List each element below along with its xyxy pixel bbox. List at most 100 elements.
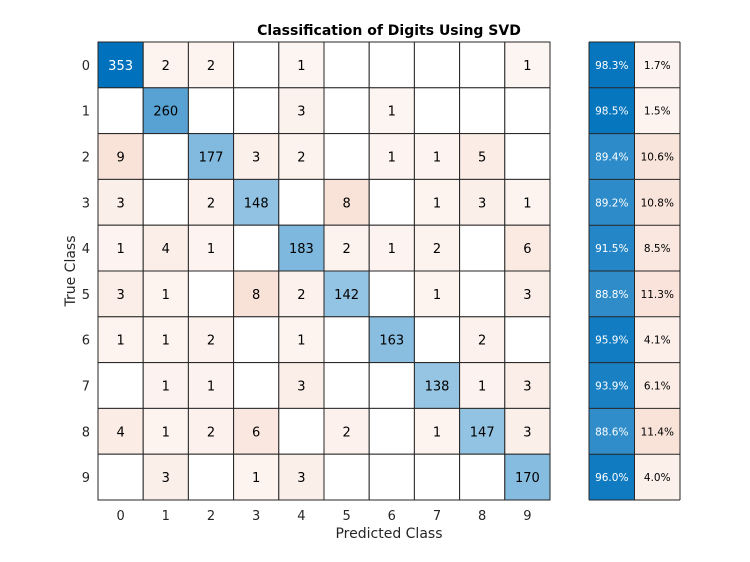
matrix-cell [97, 87, 144, 135]
cell-value: 2 [207, 59, 215, 74]
cell-value: 2 [207, 334, 215, 349]
cell-value: 8 [252, 288, 260, 303]
cell-value: 2 [297, 288, 305, 303]
x-tick-label: 1 [162, 509, 170, 524]
matrix-cell [413, 133, 461, 180]
summary-correct-label: 88.8% [595, 289, 628, 301]
y-axis-label: True Class [63, 235, 79, 307]
cell-value: 1 [433, 425, 441, 440]
cell-value: 1 [252, 471, 260, 486]
matrix-cell [323, 41, 370, 89]
matrix-cell [278, 178, 325, 226]
cell-value: 1 [478, 380, 486, 395]
matrix-cell [504, 87, 551, 135]
matrix-cell [187, 270, 235, 318]
matrix-cell [142, 133, 189, 180]
cell-value: 3 [297, 471, 305, 486]
matrix-cell [97, 453, 144, 501]
summary-correct-label: 98.3% [595, 60, 628, 72]
matrix-cell [187, 87, 235, 135]
matrix-cell [323, 407, 370, 455]
summary-incorrect-label: 1.7% [644, 60, 671, 72]
cell-value: 260 [153, 105, 178, 120]
cell-value: 1 [116, 334, 124, 349]
cell-value: 4 [116, 425, 124, 440]
x-tick-label: 8 [478, 509, 486, 524]
y-tick-label: 6 [82, 334, 90, 349]
cell-value: 3 [523, 425, 531, 440]
matrix-cell [233, 316, 280, 364]
summary-incorrect-label: 1.5% [644, 106, 671, 118]
cell-value: 2 [207, 196, 215, 211]
summary-incorrect-label: 10.8% [641, 197, 674, 209]
matrix-cell [142, 316, 189, 364]
cell-value: 3 [523, 380, 531, 395]
matrix-cell [187, 453, 235, 501]
summary-correct-label: 93.9% [595, 381, 628, 393]
cell-value: 2 [478, 334, 486, 349]
cell-value: 2 [433, 242, 441, 257]
cell-value: 1 [162, 380, 170, 395]
cell-value: 2 [342, 425, 350, 440]
matrix-cell [368, 178, 415, 226]
matrix-cell [323, 453, 370, 501]
matrix-cell [278, 453, 325, 501]
cell-value: 147 [470, 425, 495, 440]
cell-value: 3 [162, 471, 170, 486]
matrix-cell [233, 407, 280, 455]
cell-value: 6 [252, 425, 260, 440]
matrix-cell [413, 407, 461, 455]
matrix-cell [413, 41, 461, 89]
row-summary: 98.3% 1.7% 98.5% 1.5% 89.4% 10.6% 89.2% 10.8% 91… [588, 41, 681, 501]
summary-correct-cell [589, 454, 635, 500]
summary-correct-label: 89.4% [595, 152, 628, 164]
cell-value: 8 [342, 196, 350, 211]
summary-correct-label: 89.2% [595, 197, 628, 209]
summary-correct-label: 88.6% [595, 426, 628, 438]
cell-value: 183 [289, 242, 314, 257]
y-tick-label: 9 [82, 471, 90, 486]
x-tick-label: 5 [342, 509, 350, 524]
cell-value: 2 [207, 425, 215, 440]
x-axis-label: Predicted Class [335, 526, 442, 542]
matrix-cell [97, 224, 144, 272]
cell-value: 6 [523, 242, 531, 257]
summary-incorrect-label: 10.6% [641, 152, 674, 164]
matrix-cell [459, 41, 506, 89]
cell-value: 1 [388, 151, 396, 166]
matrix-cell [504, 133, 551, 180]
cell-value: 1 [116, 242, 124, 257]
matrix-cell [142, 41, 189, 89]
summary-correct-cell [589, 225, 635, 271]
matrix-cell [413, 453, 461, 501]
matrix-cell [504, 224, 551, 272]
y-tick-label: 8 [82, 425, 90, 440]
x-tick-label: 7 [433, 509, 441, 524]
y-tick-label: 4 [82, 242, 90, 257]
x-tick-label: 6 [388, 509, 396, 524]
summary-correct-label: 96.0% [595, 472, 628, 484]
matrix-cell [97, 362, 144, 409]
matrix-cell [323, 224, 370, 272]
cell-value: 5 [478, 151, 486, 166]
y-tick-label: 5 [82, 288, 90, 303]
cell-value: 2 [162, 59, 170, 74]
summary-incorrect-label: 4.1% [644, 335, 671, 347]
matrix-cell [368, 407, 415, 455]
matrix-cell [368, 362, 415, 409]
cell-value: 353 [108, 59, 133, 74]
matrix-cell [233, 87, 280, 135]
y-tick-label: 3 [82, 196, 90, 211]
matrix-cell [368, 453, 415, 501]
x-tick-label: 2 [207, 509, 215, 524]
cell-value: 3 [252, 151, 260, 166]
summary-incorrect-cell [634, 225, 680, 271]
summary-incorrect-cell [634, 87, 680, 134]
chart-title: Classification of Digits Using SVD [257, 23, 521, 39]
matrix-cell [459, 316, 506, 364]
y-tick-label: 1 [82, 105, 90, 120]
matrix-cell [97, 407, 144, 455]
cell-value: 3 [297, 105, 305, 120]
matrix-cell [368, 41, 415, 89]
